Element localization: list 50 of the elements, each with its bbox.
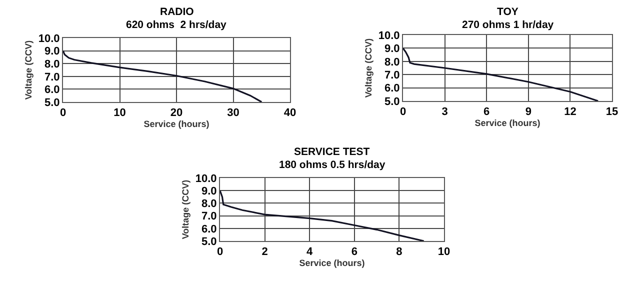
x-tick-label: 30 [227, 107, 240, 120]
y-tick-label: 10.0 [38, 32, 60, 45]
y-tick-label: 10.0 [378, 30, 400, 42]
x-tick-label: 10 [438, 246, 450, 258]
y-tick-label: 8.0 [44, 58, 60, 70]
x-tick-label: 2 [262, 246, 268, 258]
y-tick-label: 6.0 [44, 84, 60, 96]
x-axis-title: Service (hours) [299, 258, 365, 268]
x-tick-label: 4 [306, 246, 314, 258]
y-tick-label: 5.0 [202, 236, 217, 248]
x-tick-label: 6 [484, 106, 490, 118]
x-tick-label: 3 [442, 106, 448, 118]
y-tick-label: 7.0 [202, 210, 217, 223]
chart-title: SERVICE TEST [294, 146, 370, 158]
x-tick-label: 40 [284, 107, 296, 120]
y-axis-title: Voltage (CCV) [180, 180, 191, 240]
x-tick-label: 6 [351, 246, 358, 258]
y-tick-label: 8.0 [384, 56, 400, 68]
x-tick-label: 0 [60, 107, 66, 120]
y-tick-label: 9.0 [384, 43, 400, 56]
x-axis-title: Service (hours) [474, 118, 540, 128]
line-series [63, 50, 262, 102]
line-series [220, 190, 425, 241]
x-tick-label: 0 [216, 246, 224, 258]
chart-subtitle: 180 ohms 0.5 hrs/day [279, 159, 386, 171]
y-tick-label: 6.0 [384, 82, 400, 95]
x-tick-label: 15 [606, 106, 618, 118]
x-tick-label: 0 [400, 106, 406, 118]
chart-subtitle: 270 ohms 1 hr/day [462, 19, 554, 31]
y-tick-label: 9.0 [44, 46, 60, 58]
chart-subtitle: 620 ohms 2 hrs/day [126, 19, 227, 31]
x-axis-title: Service (hours) [144, 119, 210, 130]
y-tick-label: 10.0 [195, 172, 217, 185]
y-tick-label: 5.0 [384, 96, 400, 108]
x-tick-label: 12 [564, 106, 576, 118]
y-tick-label: 6.0 [202, 223, 217, 236]
chart-title: TOY [497, 6, 518, 18]
chart-title: RADIO [160, 6, 194, 18]
y-tick-label: 7.0 [44, 71, 60, 84]
line-series [403, 47, 599, 101]
y-tick-label: 5.0 [44, 96, 60, 109]
y-tick-label: 9.0 [202, 185, 217, 198]
x-tick-label: 10 [114, 107, 126, 120]
x-tick-label: 9 [525, 106, 532, 118]
x-tick-label: 20 [170, 107, 183, 120]
x-tick-label: 8 [396, 246, 402, 258]
y-tick-label: 8.0 [202, 198, 217, 210]
y-tick-label: 7.0 [384, 69, 400, 82]
y-axis-title: Voltage (CCV) [24, 40, 34, 100]
y-axis-title: Voltage (CCV) [364, 38, 374, 98]
